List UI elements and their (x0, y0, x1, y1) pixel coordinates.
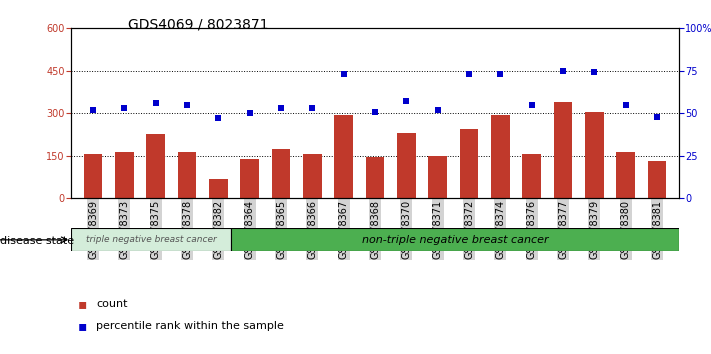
Bar (459, 129, 479, 198)
Text: percentile rank within the sample: percentile rank within the sample (96, 321, 284, 331)
Bar (231, 228, 679, 251)
Bar (240, 159, 259, 198)
Bar (491, 115, 510, 198)
Point (87, 107, 99, 113)
Point (244, 110, 255, 116)
Text: count: count (96, 299, 127, 309)
Bar (523, 154, 541, 198)
Bar (209, 179, 228, 198)
Point (338, 72, 349, 77)
Bar (146, 134, 165, 198)
Point (181, 102, 193, 108)
Bar (115, 152, 134, 198)
Bar (334, 115, 353, 198)
Point (432, 107, 444, 113)
Bar (397, 133, 416, 198)
Bar (648, 161, 666, 198)
Point (589, 70, 600, 75)
Point (495, 72, 506, 77)
Point (275, 105, 287, 111)
Point (557, 68, 569, 74)
Bar (71, 228, 231, 251)
Point (401, 98, 412, 104)
Text: non-triple negative breast cancer: non-triple negative breast cancer (362, 235, 548, 245)
Point (213, 115, 224, 121)
Point (620, 102, 631, 108)
Point (370, 109, 381, 114)
Text: triple negative breast cancer: triple negative breast cancer (86, 235, 216, 244)
Bar (365, 157, 385, 198)
Text: ▪: ▪ (78, 297, 87, 312)
Bar (554, 102, 572, 198)
Point (306, 105, 318, 111)
Bar (272, 149, 291, 198)
Bar (616, 152, 635, 198)
Bar (178, 152, 196, 198)
Text: disease state: disease state (0, 236, 74, 246)
Point (150, 100, 161, 106)
Bar (303, 154, 322, 198)
Bar (428, 156, 447, 198)
Text: ▪: ▪ (78, 319, 87, 333)
Point (651, 114, 663, 120)
Bar (84, 154, 102, 198)
Point (464, 72, 475, 77)
Text: GDS4069 / 8023871: GDS4069 / 8023871 (128, 18, 269, 32)
Point (526, 102, 538, 108)
Bar (585, 112, 604, 198)
Point (119, 105, 130, 111)
